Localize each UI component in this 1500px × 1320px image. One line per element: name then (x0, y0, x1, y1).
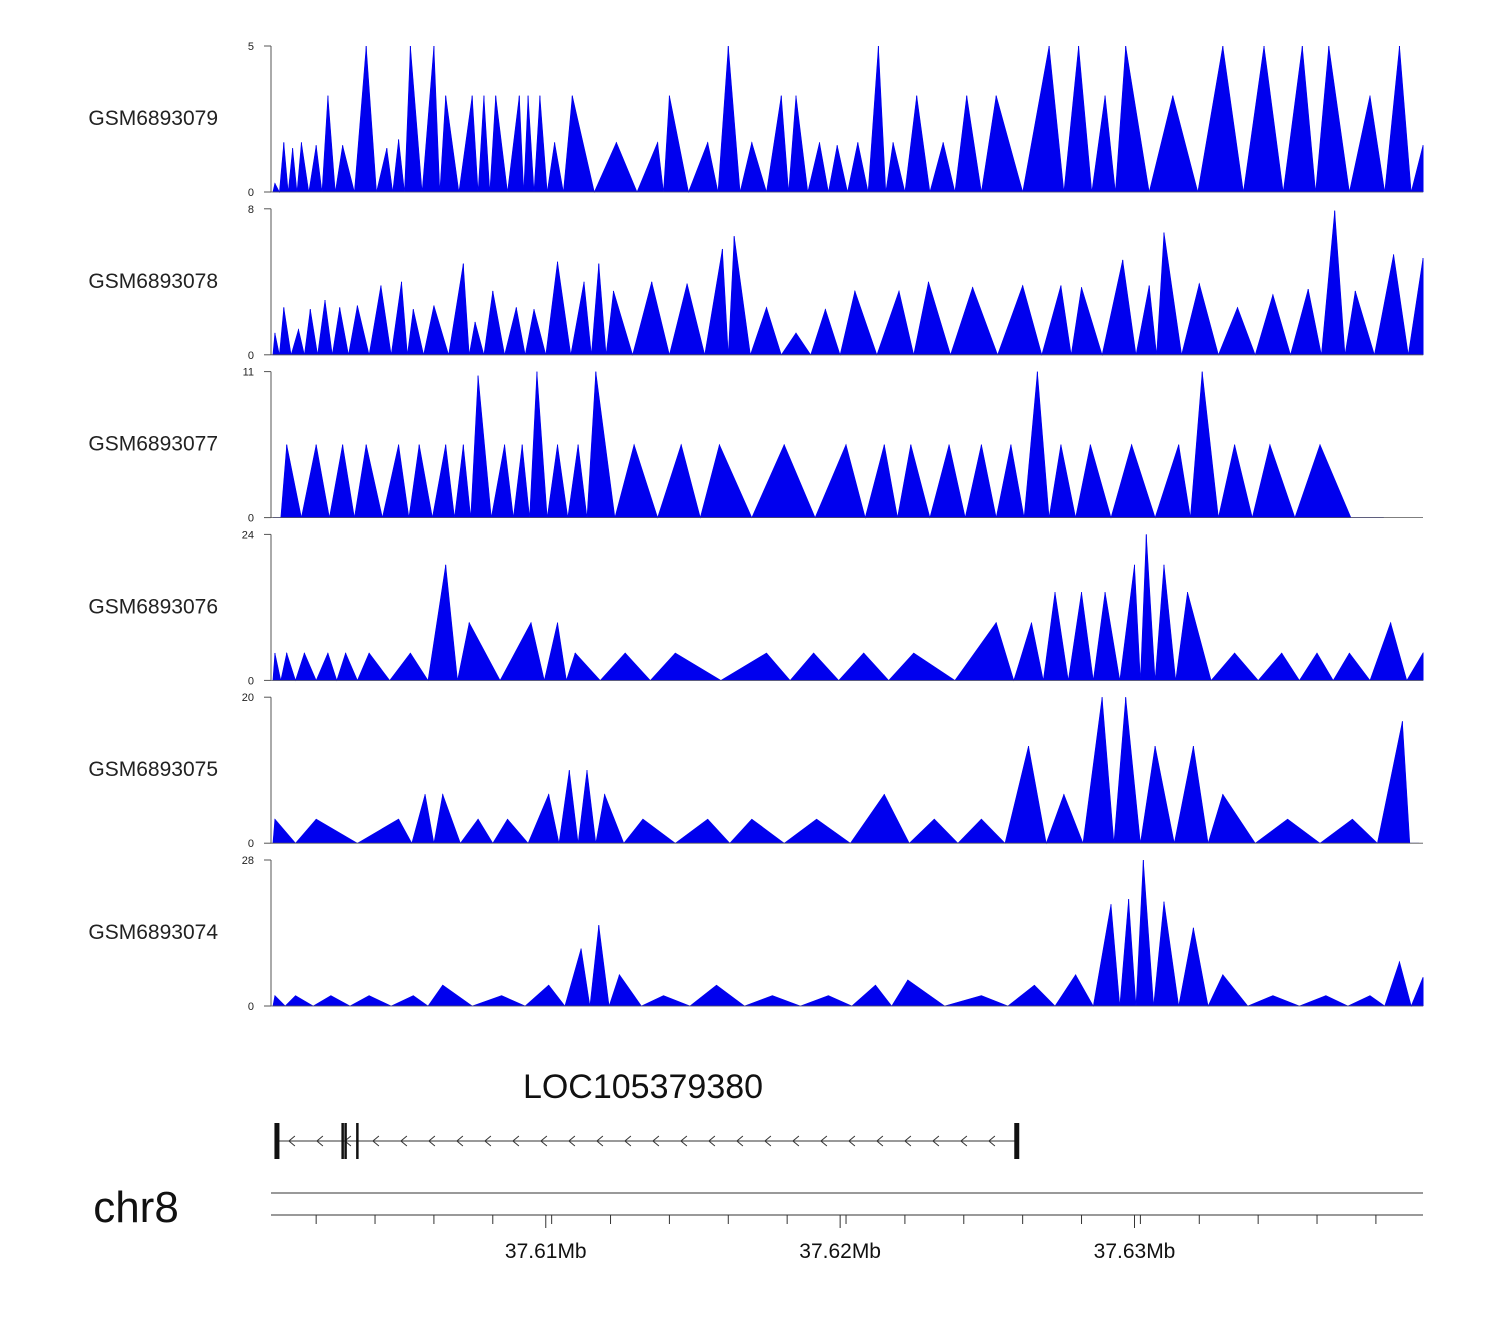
y-axis-max-label: 5 (248, 41, 254, 53)
track-label: GSM6893074 (88, 921, 218, 944)
y-axis-min-label: 0 (248, 187, 254, 199)
strand-arrow-icon (456, 1135, 464, 1147)
strand-arrow-icon (428, 1135, 436, 1147)
strand-arrow-icon (932, 1135, 940, 1147)
strand-arrow-icon (568, 1135, 576, 1147)
strand-arrow-icon (400, 1135, 408, 1147)
track-GSM6893079: 5 0 GSM6893079 (88, 41, 1424, 199)
track-label: GSM6893078 (88, 270, 218, 293)
strand-arrow-icon (904, 1135, 912, 1147)
gene-name-label: LOC105379380 (523, 1068, 763, 1106)
axis-tick-label: 37.62Mb (799, 1240, 881, 1263)
strand-arrow-icon (820, 1135, 828, 1147)
strand-arrow-icon (876, 1135, 884, 1147)
track-GSM6893074: 28 0 GSM6893074 (88, 855, 1424, 1013)
gene-annotation-track: LOC105379380 (274, 1068, 1020, 1159)
y-axis-max-label: 20 (242, 692, 254, 704)
strand-arrow-icon (708, 1135, 716, 1147)
gene-exon (341, 1123, 344, 1159)
track-label: GSM6893076 (88, 595, 218, 618)
strand-arrow-icon (848, 1135, 856, 1147)
track-GSM6893077: 11 0 GSM6893077 (88, 367, 1423, 525)
y-axis-max-label: 11 (243, 367, 254, 379)
signal-area-GSM6893076 (272, 534, 1424, 682)
track-label: GSM6893079 (88, 107, 218, 130)
strand-arrow-icon (484, 1135, 492, 1147)
axis-tick-label: 37.63Mb (1094, 1240, 1176, 1263)
strand-arrow-icon (372, 1135, 380, 1147)
gene-exon (344, 1123, 347, 1159)
strand-arrow-icon (652, 1135, 660, 1147)
signal-area-GSM6893079 (272, 45, 1424, 194)
strand-arrow-icon (512, 1135, 520, 1147)
signal-area-GSM6893078 (272, 210, 1424, 356)
track-GSM6893076: 24 0 GSM6893076 (88, 529, 1424, 687)
chromosome-label: chr8 (93, 1183, 179, 1232)
genomic-axis: chr8 37.61Mb 37.62Mb 37.63Mb (93, 1183, 1423, 1263)
strand-arrow-icon (680, 1135, 688, 1147)
signal-tracks: 5 0 GSM6893079 8 0 GSM6893078 11 0 GSM6893077 24 0… (88, 41, 1424, 1013)
strand-arrow-icon (288, 1135, 296, 1147)
y-axis-min-label: 0 (248, 350, 254, 362)
strand-arrow-icon (764, 1135, 772, 1147)
strand-arrow-icon (624, 1135, 632, 1147)
strand-arrow-icon (596, 1135, 604, 1147)
strand-arrow-icon (792, 1135, 800, 1147)
y-axis-max-label: 28 (242, 855, 254, 867)
y-axis-min-label: 0 (248, 513, 254, 525)
y-axis-min-label: 0 (248, 675, 254, 687)
gene-exon (274, 1123, 280, 1159)
track-GSM6893078: 8 0 GSM6893078 (88, 204, 1424, 362)
signal-area-GSM6893074 (272, 859, 1424, 1007)
signal-area-GSM6893077 (272, 371, 1384, 519)
strand-arrow-icon (736, 1135, 744, 1147)
strand-arrow-icon (316, 1135, 324, 1147)
strand-arrow-icon (540, 1135, 548, 1147)
strand-arrow-icon (988, 1135, 996, 1147)
gene-exon (1014, 1123, 1020, 1159)
strand-arrow-icon (960, 1135, 968, 1147)
signal-area-GSM6893075 (272, 697, 1420, 845)
track-GSM6893075: 20 0 GSM6893075 (88, 692, 1423, 850)
axis-tick-label: 37.61Mb (505, 1240, 587, 1263)
track-label: GSM6893077 (88, 433, 218, 456)
y-axis-max-label: 8 (248, 204, 254, 216)
y-axis-min-label: 0 (248, 1001, 254, 1013)
y-axis-min-label: 0 (248, 838, 254, 850)
y-axis-max-label: 24 (242, 529, 254, 541)
track-label: GSM6893075 (88, 758, 218, 781)
gene-exon (356, 1123, 359, 1159)
